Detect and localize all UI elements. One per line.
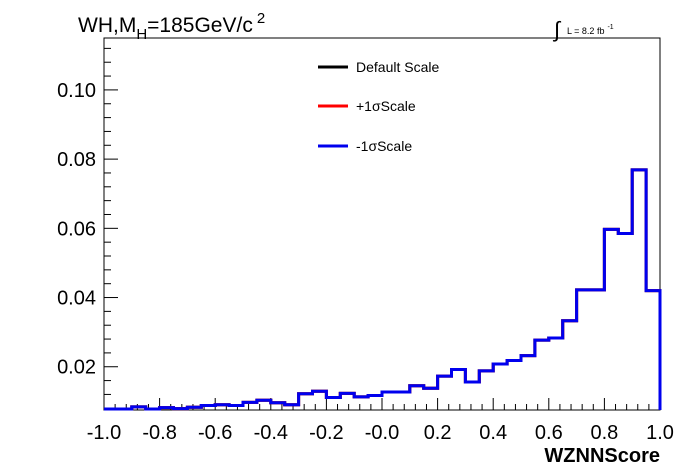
x-tick-label: 0.2 bbox=[424, 422, 452, 444]
legend: Default Scale +1σScale -1σScale bbox=[318, 59, 439, 154]
title-subscript: H bbox=[136, 26, 147, 43]
title-main: =185GeV/c bbox=[147, 14, 253, 37]
y-tick-label: 0.06 bbox=[57, 218, 96, 240]
y-tick-label: 0.04 bbox=[57, 288, 96, 310]
x-axis-label: WZNNScore bbox=[544, 445, 660, 467]
x-tick-label: 1.0 bbox=[646, 422, 674, 444]
y-tick-label: 0.08 bbox=[57, 149, 96, 171]
lumi-exponent: -1 bbox=[607, 24, 613, 31]
x-axis: -1.0 -0.8 -0.6 -0.4 -0.2 -0.0 0.2 0.4 0.6 0.8 1.0 bbox=[87, 398, 674, 444]
y-axis: 0.02 0.04 0.06 0.08 0.10 bbox=[57, 47, 118, 409]
x-tick-label: -1.0 bbox=[87, 422, 121, 444]
chart-title: WH,MH=185GeV/c 2 bbox=[78, 10, 265, 43]
legend-label-default-scale: Default Scale bbox=[356, 59, 439, 75]
legend-label-minus-1sigma: -1σScale bbox=[356, 138, 412, 154]
y-tick-label: 0.02 bbox=[57, 357, 96, 379]
legend-label-plus-1sigma: +1σScale bbox=[356, 98, 416, 114]
title-prefix: WH,M bbox=[78, 14, 136, 37]
lumi-label: L = 8.2 fb -1 bbox=[567, 24, 614, 36]
lumi-text: L = 8.2 fb bbox=[567, 26, 604, 36]
integral-symbol: ∫ bbox=[552, 17, 562, 42]
x-tick-label: -0.4 bbox=[254, 422, 288, 444]
x-tick-label: -0.0 bbox=[365, 422, 399, 444]
x-tick-label: 0.4 bbox=[479, 422, 507, 444]
x-tick-label: 0.6 bbox=[535, 422, 563, 444]
histogram-series-2 bbox=[104, 168, 662, 411]
x-tick-label: 0.8 bbox=[590, 422, 618, 444]
series-layer bbox=[104, 168, 662, 411]
x-tick-label: -0.8 bbox=[142, 422, 176, 444]
x-tick-label: -0.2 bbox=[309, 422, 343, 444]
y-tick-label: 0.10 bbox=[57, 80, 96, 102]
title-superscript: 2 bbox=[257, 10, 265, 27]
x-tick-label: -0.6 bbox=[198, 422, 232, 444]
